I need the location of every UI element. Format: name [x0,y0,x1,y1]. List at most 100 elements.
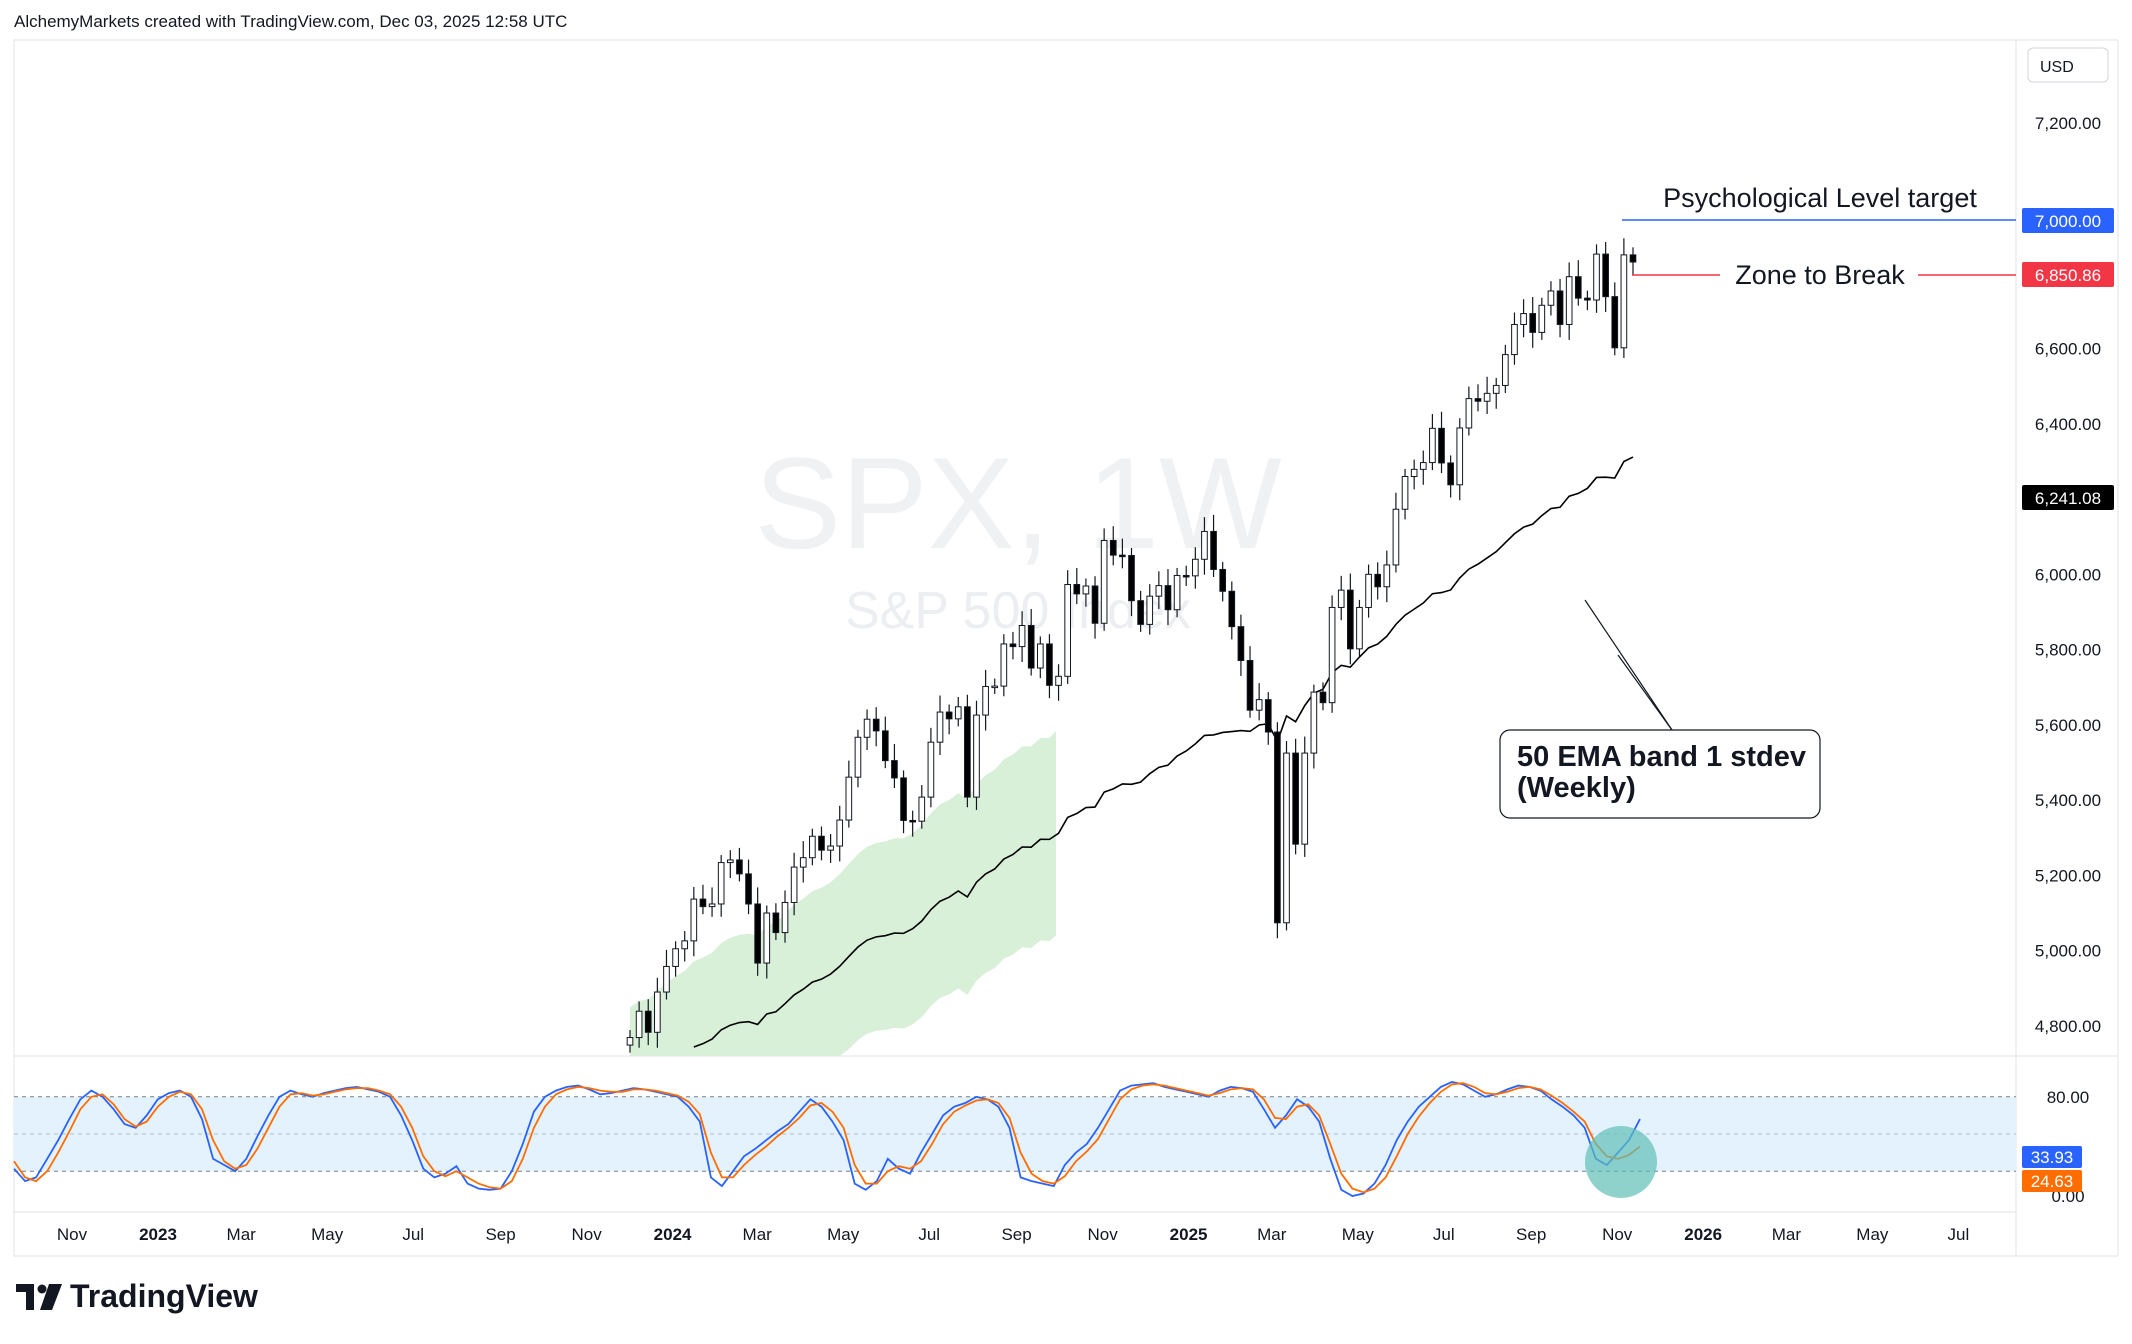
candle [1237,614,1245,676]
candle [1429,414,1436,471]
candle [690,887,698,957]
candle [644,999,652,1046]
candle [626,1030,634,1053]
candle [1091,576,1099,639]
candle [936,695,944,755]
candle [1547,281,1555,316]
candle [1347,573,1354,665]
candle [1018,611,1026,663]
candle [1502,344,1509,393]
candle [1447,455,1454,498]
tradingview-footer[interactable]: TradingView [16,1278,258,1315]
candle [1483,376,1491,415]
candle [1602,242,1609,313]
candle [1584,290,1591,311]
candle [1055,664,1062,701]
ema-line-layer [693,456,1634,1048]
time-tick-label: Nov [1087,1225,1118,1244]
candle [1456,418,1464,501]
candle [1392,492,1400,573]
psych-level-tag [2022,208,2114,233]
candle [1556,278,1564,338]
watermark-symbol: SPX, 1W [754,430,1282,576]
candle [1073,567,1081,605]
candle [654,977,661,1048]
chart-frame [13,39,2119,1257]
stoch-highlight-circle [1585,1126,1657,1198]
candle [954,697,962,727]
price-tick-label: 5,600.00 [2035,716,2101,735]
ema-band-layer [630,329,1056,1056]
candle [1201,517,1208,575]
band-callout-box[interactable] [1499,729,1821,819]
candle [1337,575,1345,621]
candle [1565,262,1573,340]
candle [1465,386,1473,436]
price-tick-label: 5,800.00 [2035,641,2101,660]
ema-band-fill [630,329,1056,1056]
candle [763,905,771,979]
candle [1255,683,1263,721]
time-tick-label: Nov [571,1225,602,1244]
candle [1328,595,1336,713]
price-tick-label: 6,400.00 [2035,415,2101,434]
stoch-lines-layer [13,1080,1641,1197]
candle [1301,736,1309,857]
candle [827,833,834,863]
candle [1520,299,1527,338]
price-tick-label: 6,000.00 [2035,565,2101,584]
candle [1292,738,1299,855]
time-tick-label: May [1856,1225,1889,1244]
candle [1310,684,1318,769]
ema-tag [2022,485,2114,510]
candle [1274,722,1281,939]
price-tick-label: 4,800.00 [2035,1017,2101,1036]
time-tick-label: Sep [1516,1225,1546,1244]
callout-pointer-2 [1617,654,1673,731]
price-axis-ticks: 7,200.006,800.006,600.006,400.006,200.00… [2035,114,2101,1036]
time-tick-label: 2024 [654,1225,692,1244]
time-tick-label: May [311,1225,344,1244]
candle [1000,634,1008,697]
candle [1593,244,1600,313]
candle [1046,634,1053,699]
time-tick-label: Jul [402,1225,424,1244]
time-tick-label: 2023 [139,1225,177,1244]
candle [845,760,853,828]
candle [1173,567,1181,618]
attribution-text: AlchemyMarkets created with TradingView.… [14,12,568,31]
candle [1474,384,1482,412]
candle [699,884,707,915]
candle [1155,571,1163,609]
candle [1629,247,1637,275]
candles-layer [626,238,1637,1053]
candle [891,744,898,789]
candle [1137,590,1144,632]
candle [1438,411,1445,474]
stoch-tick-label: 80.00 [2047,1088,2090,1107]
stoch-k-tag-text: 33.93 [2031,1148,2074,1167]
candle [708,887,716,917]
psych-level-label: Psychological Level target [1663,183,1977,213]
candle [1365,564,1372,618]
candle [1228,581,1236,640]
candle [1574,260,1582,306]
candle [909,810,916,837]
candle [781,890,789,943]
callout-pointer-1 [1584,599,1673,731]
time-tick-label: Nov [1602,1225,1633,1244]
candle [1027,608,1035,676]
price-tick-label: 5,000.00 [2035,942,2101,961]
candle [681,931,689,962]
currency-box[interactable] [2027,47,2109,83]
candle [982,669,989,731]
candle [1511,312,1518,365]
candle [927,727,935,808]
price-tick-label: 7,200.00 [2035,114,2101,133]
candle [790,852,798,916]
candle [1419,450,1427,485]
time-tick-label: Mar [1772,1225,1802,1244]
stoch-d-line [13,1082,1641,1194]
time-tick-label: May [827,1225,860,1244]
